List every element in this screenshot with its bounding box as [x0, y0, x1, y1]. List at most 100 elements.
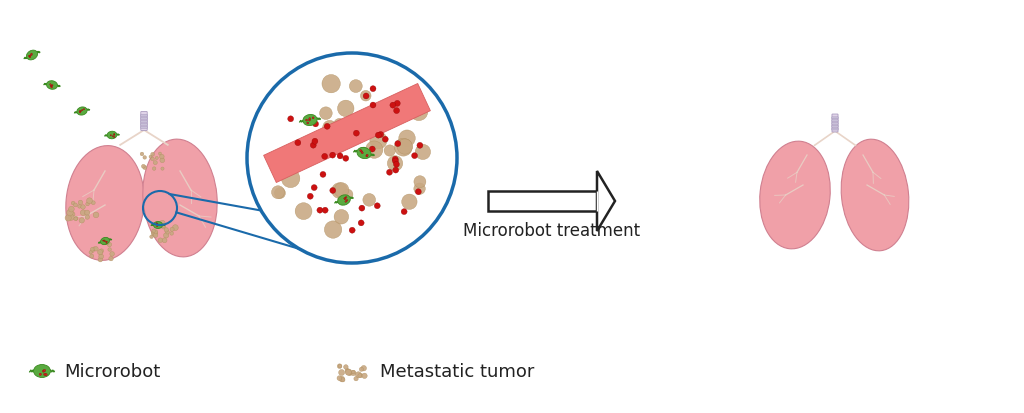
Circle shape [361, 116, 373, 128]
Circle shape [319, 172, 326, 178]
Circle shape [31, 55, 32, 57]
FancyBboxPatch shape [831, 126, 839, 128]
Circle shape [330, 188, 336, 194]
Circle shape [378, 132, 384, 138]
Circle shape [308, 120, 310, 122]
Circle shape [323, 208, 328, 214]
Circle shape [86, 203, 89, 206]
Circle shape [344, 198, 345, 200]
FancyBboxPatch shape [140, 121, 147, 123]
Circle shape [93, 247, 98, 252]
Circle shape [160, 159, 165, 163]
Circle shape [91, 201, 95, 205]
Circle shape [111, 135, 112, 137]
FancyBboxPatch shape [831, 118, 839, 119]
Circle shape [344, 365, 348, 369]
Circle shape [322, 154, 328, 160]
Circle shape [334, 119, 345, 130]
Circle shape [170, 232, 173, 236]
Circle shape [74, 204, 78, 207]
Circle shape [157, 226, 158, 227]
Circle shape [349, 228, 355, 234]
Circle shape [395, 141, 400, 147]
Circle shape [106, 242, 108, 243]
Circle shape [398, 131, 416, 147]
Circle shape [29, 56, 30, 58]
Circle shape [98, 258, 102, 262]
Circle shape [29, 57, 31, 59]
Circle shape [247, 54, 457, 263]
Circle shape [105, 242, 108, 244]
Circle shape [345, 369, 351, 375]
Circle shape [154, 161, 158, 165]
Circle shape [78, 205, 81, 209]
Circle shape [312, 118, 314, 119]
Circle shape [104, 241, 105, 242]
Circle shape [80, 111, 82, 112]
Text: Microrobot treatment: Microrobot treatment [463, 221, 640, 240]
Circle shape [337, 376, 342, 381]
Circle shape [160, 155, 164, 159]
Circle shape [412, 153, 418, 159]
Circle shape [114, 135, 115, 136]
Circle shape [274, 188, 286, 199]
Circle shape [110, 252, 115, 256]
Circle shape [346, 369, 352, 375]
Circle shape [393, 108, 399, 114]
Circle shape [312, 139, 317, 145]
Circle shape [109, 257, 114, 261]
Circle shape [325, 221, 342, 239]
Circle shape [346, 200, 348, 202]
Circle shape [351, 370, 355, 374]
Circle shape [393, 168, 398, 173]
Polygon shape [597, 171, 615, 231]
Circle shape [151, 158, 155, 161]
Circle shape [334, 183, 349, 198]
Circle shape [156, 223, 158, 224]
Circle shape [358, 206, 365, 211]
Circle shape [370, 147, 376, 153]
Circle shape [108, 243, 112, 247]
Circle shape [102, 240, 103, 242]
Circle shape [30, 56, 31, 57]
Circle shape [359, 150, 361, 152]
Text: Metastatic tumor: Metastatic tumor [380, 362, 535, 380]
Circle shape [159, 225, 160, 226]
Circle shape [69, 207, 75, 212]
Circle shape [334, 210, 348, 225]
Circle shape [323, 121, 337, 135]
Circle shape [67, 210, 73, 216]
Circle shape [414, 183, 425, 195]
Circle shape [158, 224, 159, 225]
Circle shape [271, 186, 285, 199]
Circle shape [394, 139, 413, 157]
Circle shape [51, 87, 52, 89]
Circle shape [91, 249, 94, 253]
Circle shape [345, 201, 347, 203]
Circle shape [161, 224, 165, 228]
Circle shape [99, 249, 103, 253]
Circle shape [369, 108, 383, 122]
Circle shape [150, 235, 154, 239]
Circle shape [364, 94, 369, 100]
Circle shape [359, 374, 362, 377]
Circle shape [162, 238, 167, 243]
Circle shape [390, 103, 396, 109]
Circle shape [154, 233, 158, 238]
Circle shape [160, 221, 165, 227]
Circle shape [367, 155, 369, 157]
Circle shape [80, 112, 81, 114]
Circle shape [151, 153, 155, 157]
Ellipse shape [77, 108, 87, 116]
Circle shape [358, 148, 369, 158]
Circle shape [143, 156, 146, 160]
Circle shape [42, 370, 45, 373]
Circle shape [80, 210, 86, 216]
Circle shape [416, 189, 421, 195]
Circle shape [341, 378, 345, 382]
Circle shape [89, 251, 92, 254]
Ellipse shape [760, 142, 830, 249]
Circle shape [338, 364, 342, 368]
Ellipse shape [100, 238, 110, 245]
Circle shape [92, 247, 96, 251]
